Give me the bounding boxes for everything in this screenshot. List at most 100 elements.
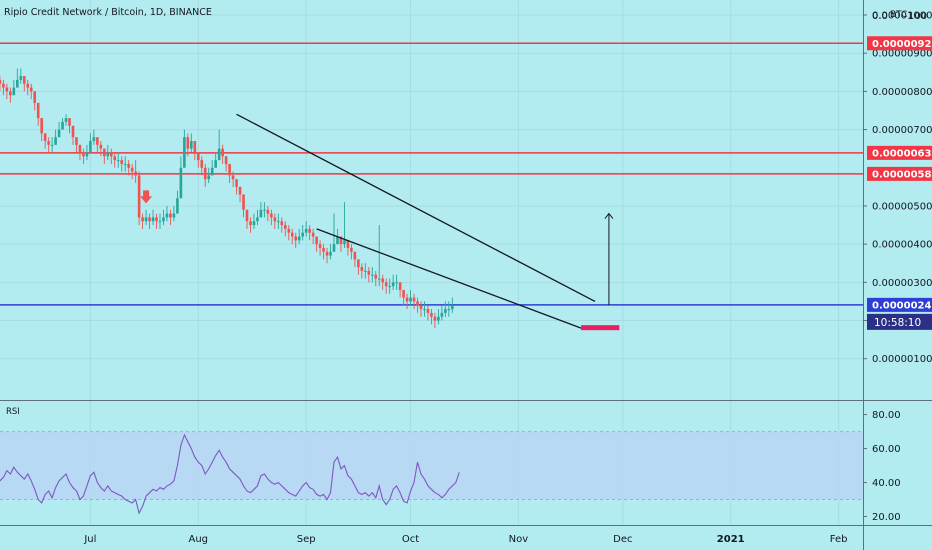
candle-body [423,309,426,311]
candle-body [96,137,99,145]
candle-body [12,87,16,96]
candle-body [130,167,134,172]
candle-body [256,217,259,222]
rsi-tick-label: 40.00 [872,478,901,489]
candle-body [61,121,64,130]
time-tick-label: Feb [830,534,848,545]
candle-body [186,137,190,149]
candle-body [71,125,75,138]
level-badge [867,36,932,51]
time-tick-label: Aug [189,534,209,545]
candle-body [162,217,165,222]
candle-body [322,247,325,252]
candle-body [99,144,103,149]
level-badge-label: 0.00000241 [872,300,932,311]
level-badge-label: 0.00000584 [872,169,932,180]
candle-body [33,91,37,103]
candle-body [210,167,214,176]
candle-body [242,194,245,210]
candle-body [68,118,71,126]
candle-body [426,309,430,313]
candle-body [228,163,231,176]
candle-body [134,171,137,176]
candle-body [339,236,343,245]
rsi-title: RSI [6,407,20,417]
candle-body [116,160,120,162]
candle-body [123,163,127,165]
candle-body [377,278,381,280]
rsi-line[interactable] [0,433,460,515]
candle-body [315,236,318,245]
trendline[interactable] [316,228,582,329]
price-tick-label: 0.00000900 [872,49,932,60]
time-tick-label: Oct [402,534,419,545]
chart-title: Ripio Credit Network / Bitcoin, 1D, BINA… [4,7,212,18]
price-unit-label: BTC [890,10,907,20]
candle-body [26,83,30,88]
candle-body [367,270,371,275]
candle-body [64,118,68,122]
candle-body [370,274,374,276]
candle-body [381,278,385,283]
candle-body [106,152,110,157]
rsi-plot[interactable] [0,431,863,515]
candle-body [374,274,378,279]
price-tick-label: 0.00000300 [872,278,932,289]
candle-body [433,316,437,321]
down-arrow-marker[interactable] [140,190,153,204]
candle-body [238,186,242,195]
candle-body [200,160,204,168]
candle-body [391,282,395,287]
candle-body [405,297,409,302]
candle-body [451,305,454,310]
time-tick-label: Nov [509,534,529,545]
candle-body [398,282,402,290]
candle-body [190,141,193,149]
candle-body [82,152,85,157]
candle-body [388,286,391,288]
candle-body [353,251,357,260]
candle-body [85,152,89,157]
candle-body [155,217,158,222]
candle-body [263,209,266,211]
candle-body [270,213,273,218]
candle-body [336,236,339,245]
candle-body [419,305,423,310]
candle-body [9,91,12,96]
candle-body [409,297,412,302]
target-arrow-head [604,212,614,219]
candle-body [249,221,252,226]
countdown-badge [867,313,932,330]
candle-body [103,148,106,157]
time-tick-label: Sep [297,534,316,545]
candle-body [395,282,398,284]
trendline[interactable] [236,113,596,303]
candle-body [120,160,124,164]
candle-body [343,240,346,245]
candle-body [357,259,360,268]
level-badge [867,166,932,181]
candle-body [235,179,238,187]
candle-body [311,232,315,237]
candle-body [360,267,364,271]
candle-body [0,79,2,84]
candle-body [137,175,141,218]
price-plot[interactable] [0,42,863,331]
candle-body [183,137,186,168]
candle-body [290,232,294,237]
candle-body [193,141,197,153]
candle-body [19,76,23,80]
time-tick-label: Jul [83,534,96,545]
rsi-tick-label: 20.00 [872,512,901,523]
candle-body [350,247,353,252]
candle-body [346,240,350,248]
candle-body [273,217,277,222]
candle-body [214,160,217,168]
target-box[interactable] [581,325,620,331]
candle-body [252,221,256,226]
candle-body [416,301,419,306]
price-tick-label: 100 [908,11,927,22]
candle-body [259,209,263,218]
candle-body [266,209,270,214]
